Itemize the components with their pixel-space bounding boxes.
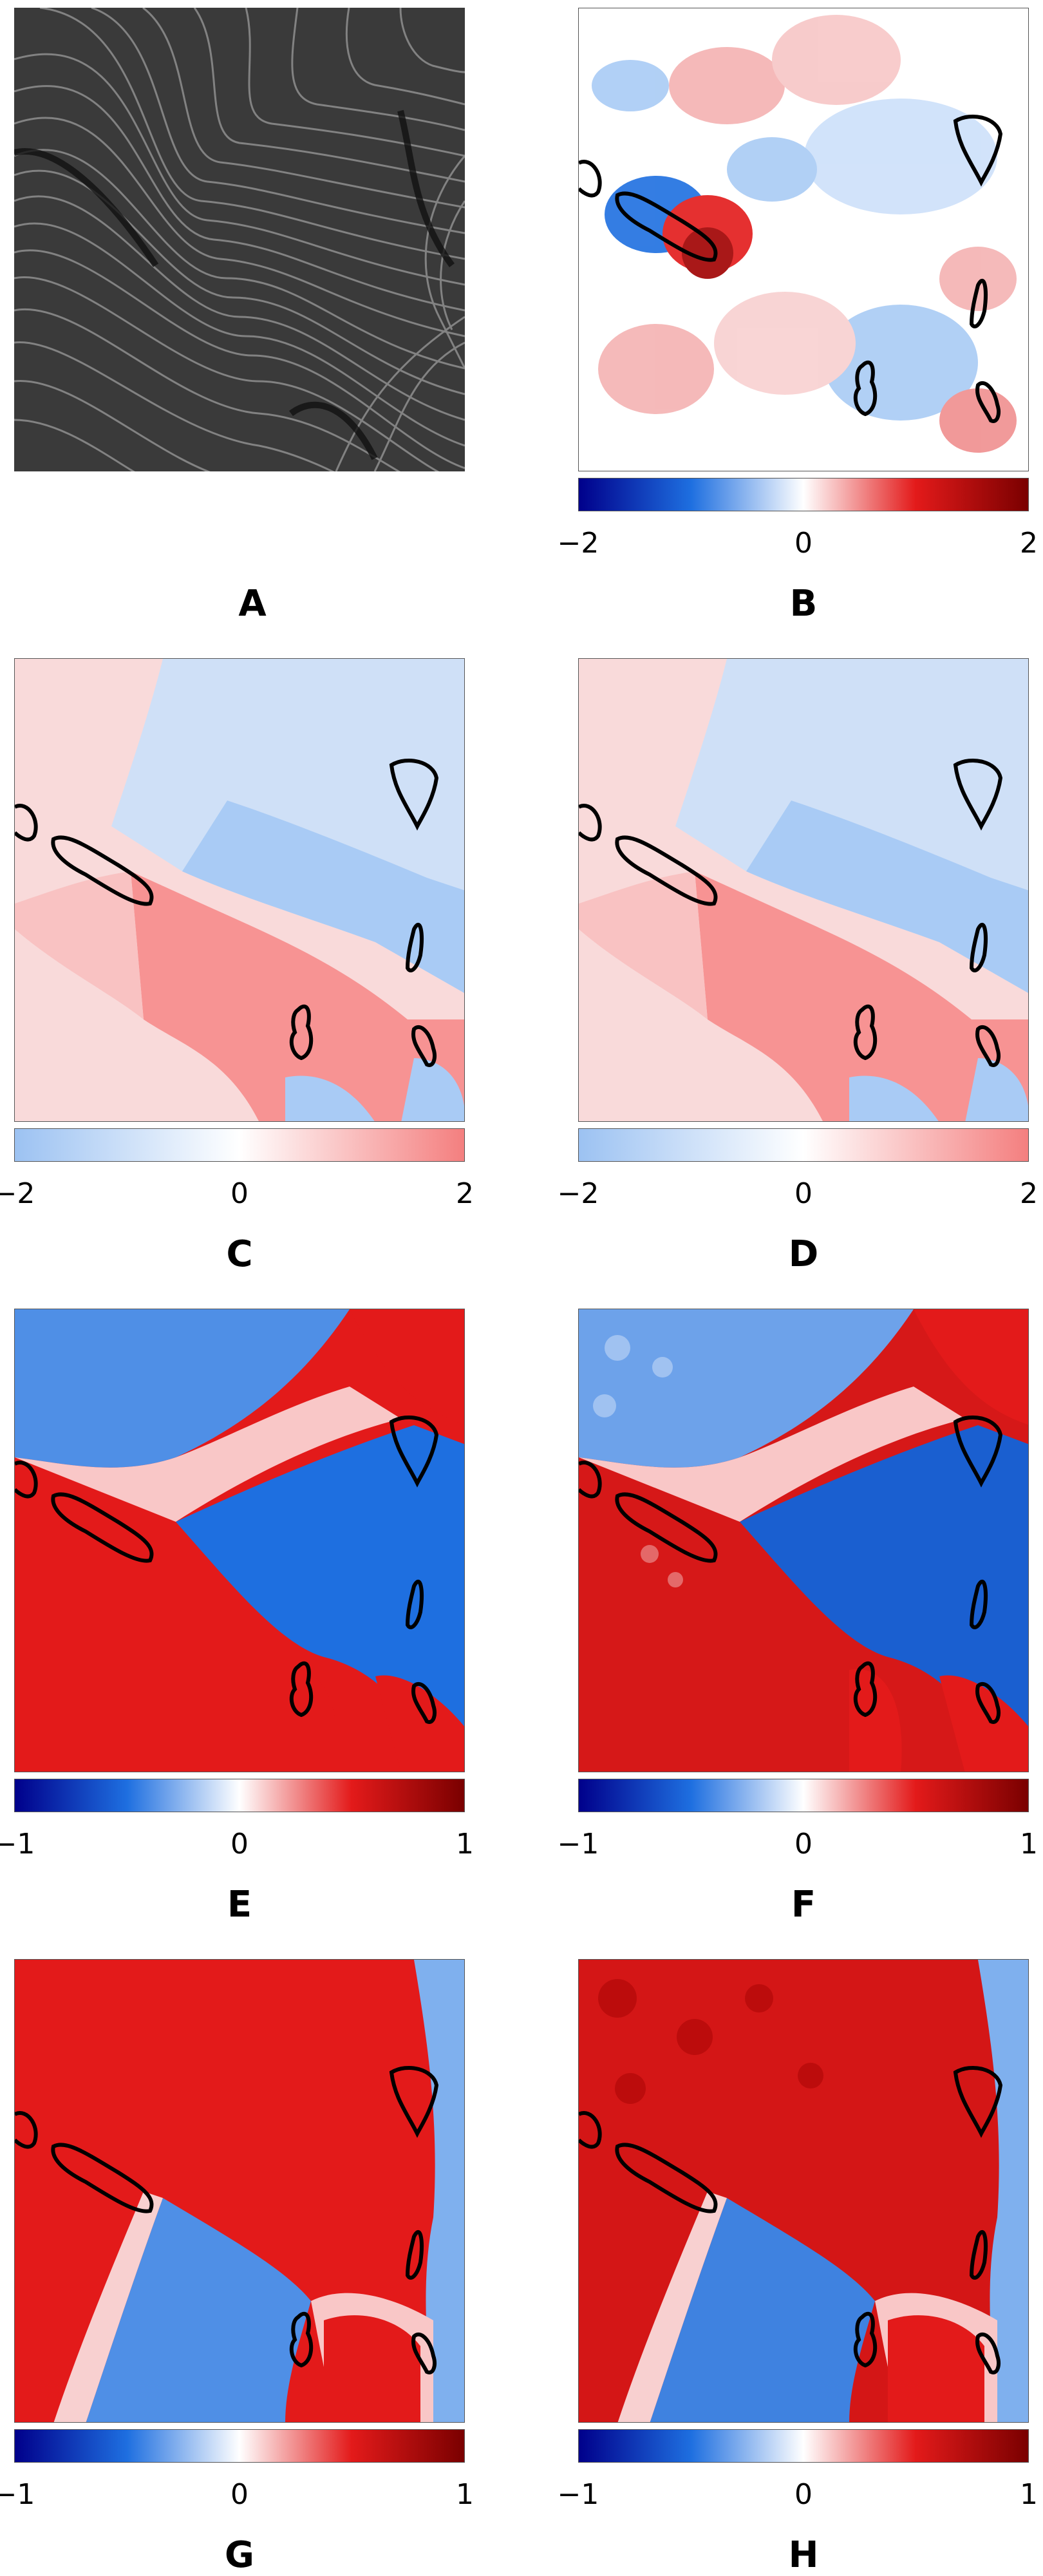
- panel-d-heatmap: [578, 658, 1029, 1122]
- colorbar-b-max: 2: [1020, 527, 1038, 560]
- colorbar-c-max: 2: [456, 1177, 474, 1210]
- fiber-micrograph-icon: [14, 8, 465, 471]
- colorbar-c-min: −2: [0, 1177, 35, 1210]
- colorbar-f-max: 1: [1020, 1828, 1038, 1861]
- colorbar-f-mid: 0: [794, 1828, 813, 1861]
- defect-contours-icon: [579, 1415, 1003, 1724]
- panel-c-heatmap: [14, 658, 465, 1122]
- panel-d: −2 0 2 D: [558, 658, 1038, 1273]
- defect-contours-icon: [15, 758, 439, 1067]
- panel-h: −1 0 1 H: [558, 1959, 1038, 2573]
- panel-a: A: [14, 8, 465, 622]
- colorbar-d-max: 2: [1020, 1177, 1038, 1210]
- colorbar-b-mid: 0: [794, 527, 813, 560]
- colorbar-h-max: 1: [1020, 2478, 1038, 2511]
- colorbar-h-mid: 0: [794, 2478, 813, 2511]
- panel-f-heatmap: [578, 1309, 1029, 1772]
- panel-g-heatmap: [14, 1959, 465, 2423]
- panel-label-g: G: [225, 2534, 254, 2576]
- defect-contours-icon: [579, 114, 1003, 423]
- panel-f: −1 0 1 F: [558, 1309, 1038, 1923]
- panel-label-d: D: [788, 1233, 819, 1275]
- colorbar-e-max: 1: [456, 1828, 474, 1861]
- colorbar-g: [14, 2429, 465, 2463]
- defect-contours-icon: [15, 2065, 439, 2374]
- colorbar-b-min: −2: [557, 527, 599, 560]
- panel-label-c: C: [226, 1233, 253, 1275]
- colorbar-f: [578, 1779, 1029, 1812]
- colorbar-d-mid: 0: [794, 1177, 813, 1210]
- panel-label-f: F: [791, 1884, 816, 1926]
- colorbar-g-mid: 0: [230, 2478, 249, 2511]
- colorbar-e: [14, 1779, 465, 1812]
- colorbar-d: [578, 1128, 1029, 1162]
- colorbar-h: [578, 2429, 1029, 2463]
- colorbar-h-min: −1: [557, 2478, 599, 2511]
- panel-a-image: [14, 8, 465, 471]
- panel-b-heatmap: [578, 8, 1029, 471]
- panel-b: −2 0 2 B: [558, 8, 1038, 622]
- panel-label-b: B: [789, 583, 818, 625]
- colorbar-d-min: −2: [557, 1177, 599, 1210]
- colorbar-c-mid: 0: [230, 1177, 249, 1210]
- colorbar-g-max: 1: [456, 2478, 474, 2511]
- colorbar-g-min: −1: [0, 2478, 35, 2511]
- panel-e-heatmap: [14, 1309, 465, 1772]
- panel-label-a: A: [238, 583, 267, 625]
- colorbar-e-min: −1: [0, 1828, 35, 1861]
- panel-label-h: H: [788, 2534, 819, 2576]
- panel-c: −2 0 2 C: [0, 658, 474, 1273]
- panel-e: −1 0 1 E: [0, 1309, 474, 1923]
- panel-h-heatmap: [578, 1959, 1029, 2423]
- defect-contours-icon: [579, 758, 1003, 1067]
- colorbar-e-mid: 0: [230, 1828, 249, 1861]
- panel-label-e: E: [227, 1884, 252, 1926]
- colorbar-b: [578, 478, 1029, 511]
- colorbar-f-min: −1: [557, 1828, 599, 1861]
- colorbar-c: [14, 1128, 465, 1162]
- defect-contours-icon: [579, 2065, 1003, 2374]
- panel-g: −1 0 1 G: [0, 1959, 474, 2573]
- defect-contours-icon: [15, 1415, 439, 1724]
